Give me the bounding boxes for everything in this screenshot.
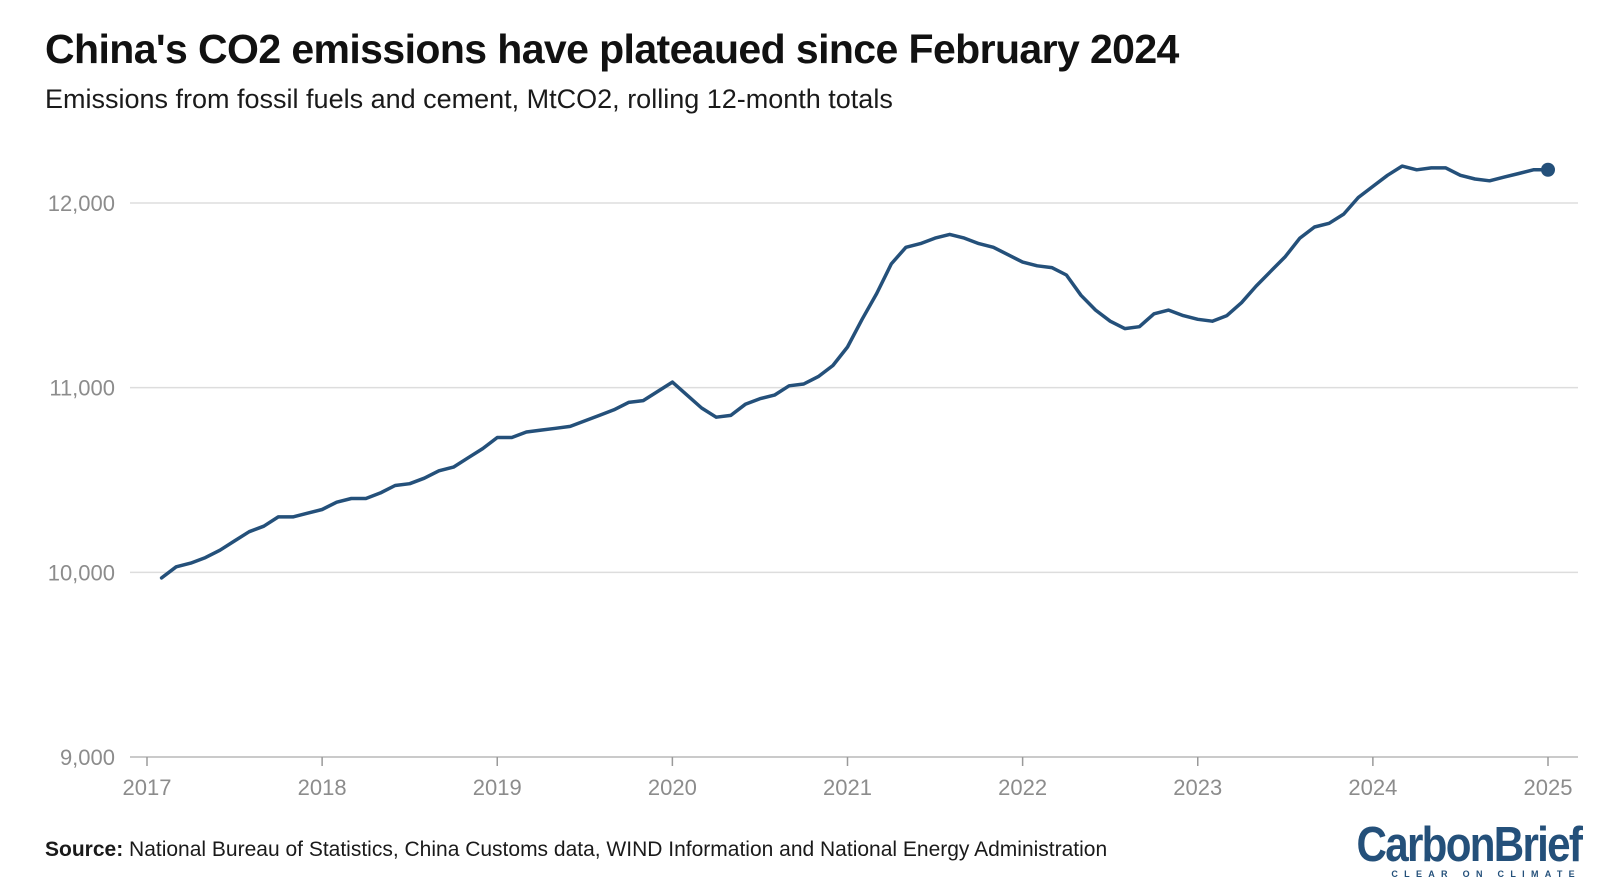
x-tick-label: 2020 <box>648 775 697 800</box>
y-tick-label: 12,000 <box>48 191 115 216</box>
series-line <box>159 164 1550 580</box>
end-point-marker <box>1541 162 1555 177</box>
source-label: Source: <box>45 838 124 861</box>
logo-tagline: CLEAR ON CLIMATE <box>1391 869 1581 879</box>
carbon-brief-logo: CarbonBrief CLEAR ON CLIMATE <box>1320 818 1582 880</box>
x-tick-label: 2018 <box>298 775 347 800</box>
gridlines <box>130 202 1578 758</box>
y-tick-label: 9,000 <box>60 745 115 770</box>
x-tick-label: 2019 <box>473 775 522 800</box>
x-tick-label: 2023 <box>1173 775 1222 800</box>
y-tick-label: 11,000 <box>49 376 115 401</box>
series-layer <box>159 162 1555 580</box>
chart-subtitle: Emissions from fossil fuels and cement, … <box>45 84 893 114</box>
chart-title: China's CO2 emissions have plateaued sin… <box>45 26 1179 72</box>
y-axis: 9,000 10,000 11,000 12,000 <box>48 191 115 770</box>
x-tick-label: 2022 <box>998 775 1047 800</box>
source-note: Source: National Bureau of Statistics, C… <box>45 838 1107 862</box>
source-text: National Bureau of Statistics, China Cus… <box>129 838 1108 861</box>
y-tick-label: 10,000 <box>48 560 115 585</box>
x-tick-label: 2021 <box>823 775 872 800</box>
x-axis: 2017 2018 2019 2020 2021 2022 2023 2024 2025 <box>123 756 1578 800</box>
x-tick-label: 2024 <box>1348 775 1397 800</box>
x-tick-label: 2025 <box>1524 775 1573 800</box>
x-tick-label: 2017 <box>123 775 172 800</box>
logo-wordmark: CarbonBrief <box>1356 818 1582 872</box>
